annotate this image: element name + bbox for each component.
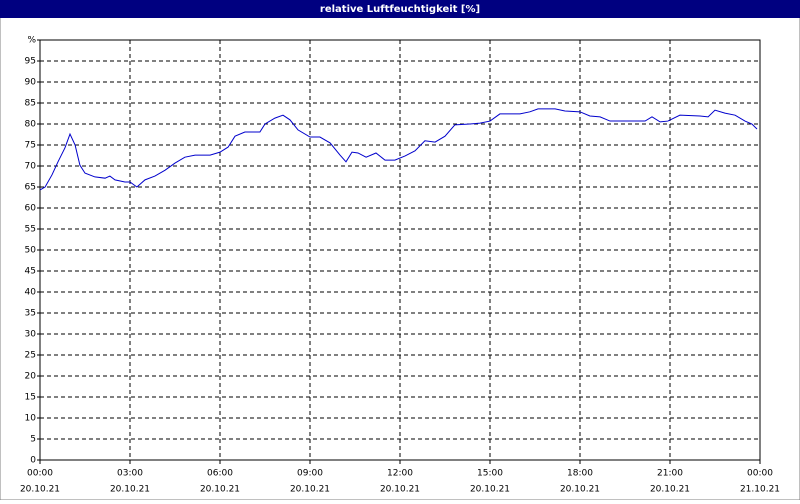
plot-border (39, 39, 761, 461)
y-tick-label: 50 (25, 246, 37, 256)
y-tick-label: 10 (25, 414, 37, 424)
x-tick-label: 00:00 (27, 469, 53, 479)
x-tick-date: 20.10.21 (380, 485, 420, 495)
y-tick-label: 20 (25, 372, 37, 382)
x-tick-label: 09:00 (297, 469, 323, 479)
x-tick-date: 21.10.21 (740, 485, 780, 495)
y-tick-label: 25 (25, 351, 36, 361)
x-tick-date: 20.10.21 (200, 485, 240, 495)
x-tick-label: 12:00 (387, 469, 413, 479)
x-tick-date: 20.10.21 (560, 485, 600, 495)
y-tick-label: 15 (25, 393, 36, 403)
y-tick-label: 65 (25, 183, 36, 193)
x-tick-label: 06:00 (207, 469, 233, 479)
x-tick-date: 20.10.21 (650, 485, 690, 495)
y-tick-label: 30 (25, 330, 37, 340)
y-tick-label: 35 (25, 309, 36, 319)
x-tick-label: 03:00 (117, 469, 143, 479)
y-tick-label: 60 (25, 204, 37, 214)
chart-title: relative Luftfeuchtigkeit [%] (320, 4, 480, 15)
x-tick-date: 20.10.21 (110, 485, 150, 495)
y-tick-label: 95 (25, 57, 36, 67)
y-tick-label: 80 (25, 120, 37, 130)
y-tick-label: 45 (25, 267, 36, 277)
y-tick-label: 70 (25, 162, 37, 172)
x-tick-date: 20.10.21 (470, 485, 510, 495)
x-tick-label: 00:00 (747, 469, 773, 479)
y-tick-label: 5 (30, 435, 36, 445)
y-tick-label: 40 (25, 288, 37, 298)
y-tick-label: 55 (25, 225, 36, 235)
y-tick-label: 0 (30, 456, 36, 466)
y-tick-label: 75 (25, 141, 36, 151)
x-tick-date: 20.10.21 (290, 485, 330, 495)
line (39, 108, 758, 191)
x-tick-label: 21:00 (657, 469, 683, 479)
title-bar (0, 0, 800, 18)
x-tick-label: 18:00 (567, 469, 593, 479)
x-tick-label: 15:00 (477, 469, 503, 479)
x-tick-date: 20.10.21 (20, 485, 60, 495)
y-tick-label: 90 (25, 78, 37, 88)
y-tick-label: % (27, 36, 36, 46)
y-tick-label: 85 (25, 99, 36, 109)
